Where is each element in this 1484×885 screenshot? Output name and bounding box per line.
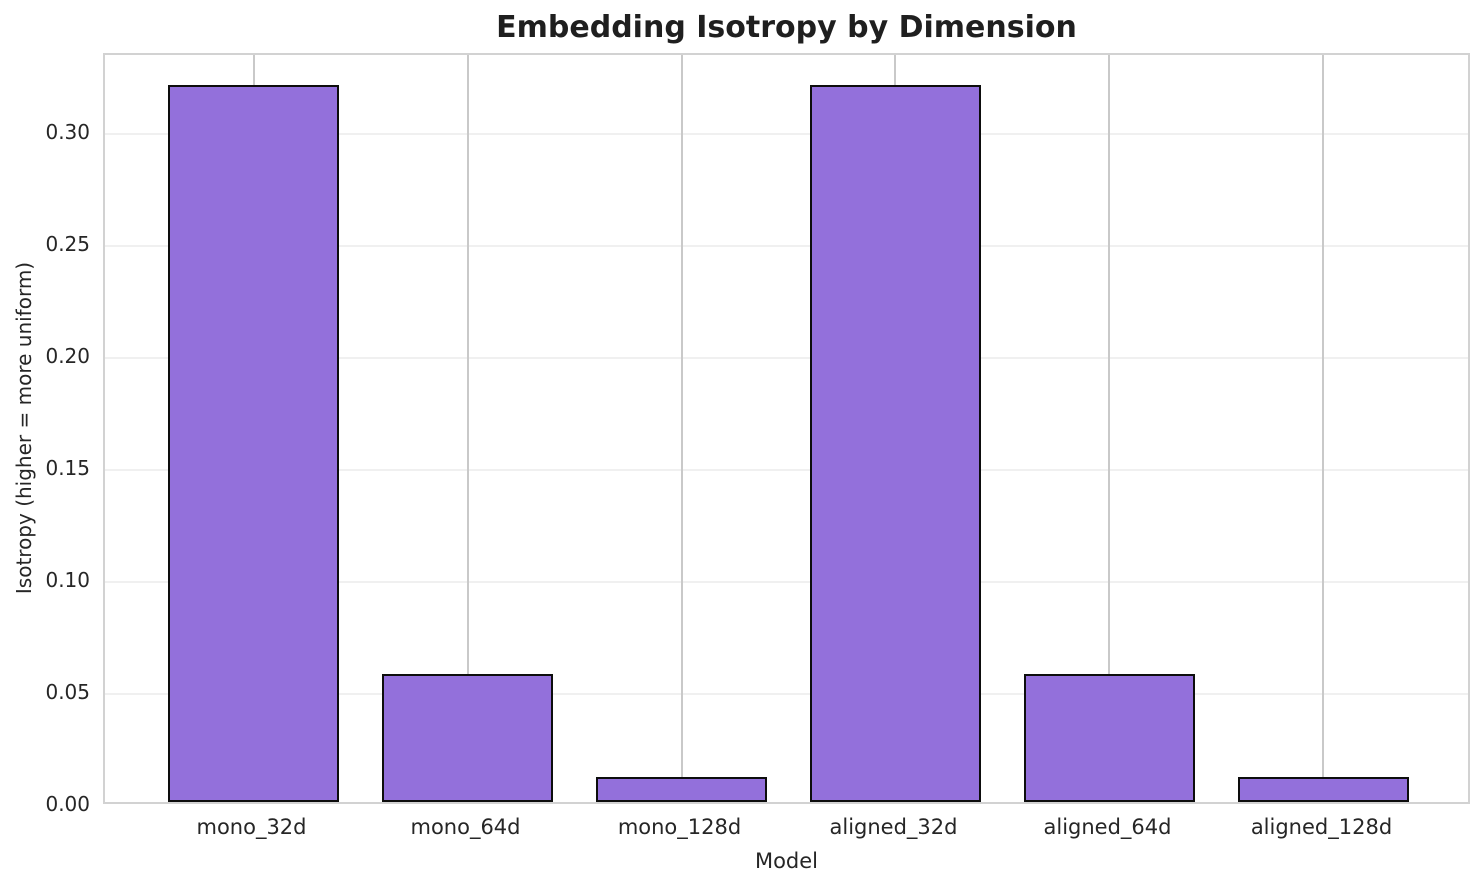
y-tick-label: 0.20 <box>45 344 90 369</box>
vertical-gridline <box>1108 55 1111 802</box>
y-axis-label-text: Isotropy (higher = more uniform) <box>12 261 36 595</box>
y-tick-label: 0.30 <box>45 120 90 145</box>
bar <box>381 674 554 802</box>
x-tick-label: aligned_32d <box>829 815 958 839</box>
bar <box>809 85 982 802</box>
x-tick-label: mono_32d <box>196 815 307 839</box>
x-axis-label: Model <box>754 849 819 873</box>
horizontal-gridline <box>105 581 1468 584</box>
bar <box>167 85 340 802</box>
x-tick-label: mono_128d <box>617 815 742 839</box>
horizontal-gridline <box>105 469 1468 472</box>
x-tick-label: aligned_128d <box>1250 815 1393 839</box>
horizontal-gridline <box>105 693 1468 695</box>
vertical-gridline <box>466 55 469 802</box>
bar <box>1023 674 1196 802</box>
vertical-gridline <box>680 55 683 802</box>
horizontal-gridline <box>105 357 1468 360</box>
y-tick-label: 0.15 <box>45 456 90 481</box>
chart-title: Embedding Isotropy by Dimension <box>496 10 1077 45</box>
horizontal-gridline <box>105 133 1468 136</box>
horizontal-gridline <box>105 245 1468 248</box>
bar <box>595 777 768 802</box>
vertical-gridline <box>1322 55 1325 802</box>
y-tick-label: 0.05 <box>45 680 90 704</box>
bar <box>1237 777 1410 802</box>
plot-area <box>103 53 1470 804</box>
y-tick-label: 0.25 <box>45 232 90 257</box>
x-tick-label: aligned_64d <box>1043 815 1172 839</box>
y-tick-label: 0.00 <box>45 792 90 816</box>
x-tick-label: mono_64d <box>410 815 521 839</box>
y-tick-label: 0.10 <box>45 568 90 593</box>
